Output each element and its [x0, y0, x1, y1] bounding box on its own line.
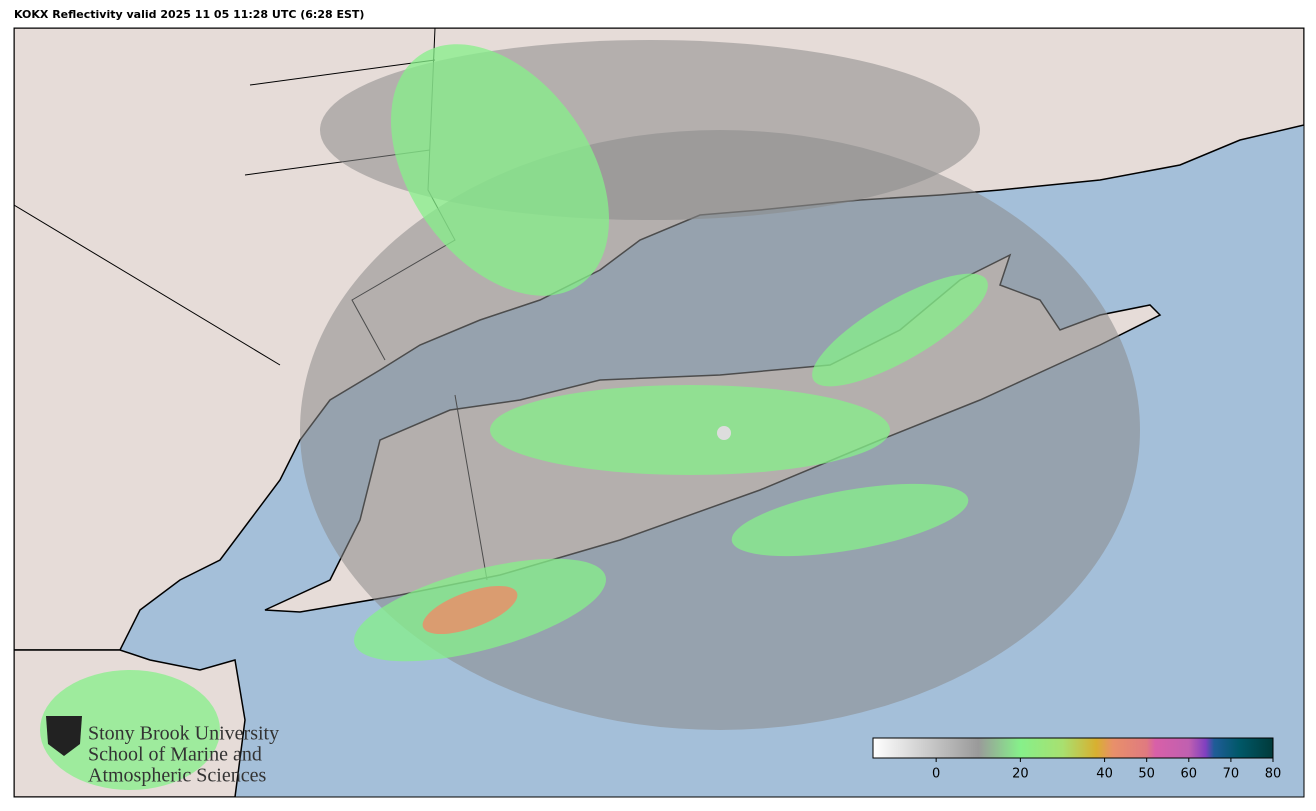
colorbar-tick-label: 60: [1181, 767, 1198, 782]
logo-shield: [46, 716, 82, 756]
logo-line: Atmospheric Sciences: [88, 765, 266, 787]
echo-green: [812, 273, 988, 387]
radar-echoes: [40, 40, 1140, 790]
echo-heavy: [422, 585, 518, 635]
colorbar: 0 20 40 50 60 70 80: [872, 737, 1282, 782]
radar-site: [717, 426, 731, 440]
colorbar-tick-label: 0: [932, 767, 940, 782]
echo-green: [390, 44, 610, 296]
logo-line: School of Marine and: [88, 744, 262, 766]
logo: Stony Brook University School of Marine …: [46, 716, 279, 787]
echo-green: [40, 670, 220, 790]
echo-green: [731, 483, 969, 557]
colorbar-tick-label: 80: [1265, 767, 1282, 782]
map-frame: [13, 27, 1305, 798]
map: [14, 28, 1304, 797]
colorbar-tick-label: 70: [1223, 767, 1240, 782]
echo-green: [490, 385, 890, 475]
map-title: KOKX Reflectivity valid 2025 11 05 11:28…: [14, 8, 364, 21]
colorbar-ramp: [872, 737, 1274, 759]
colorbar-tick-label: 20: [1012, 767, 1029, 782]
colorbar-tick-label: 50: [1138, 767, 1155, 782]
logo-line: Stony Brook University: [88, 723, 279, 745]
colorbar-tick-label: 40: [1096, 767, 1113, 782]
